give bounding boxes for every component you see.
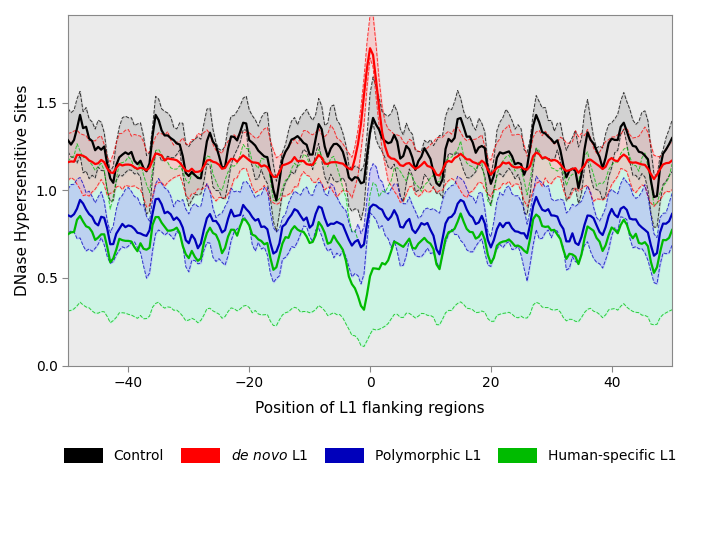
Y-axis label: DNase Hypersensitive Sites: DNase Hypersensitive Sites [15,85,30,296]
X-axis label: Position of L1 flanking regions: Position of L1 flanking regions [255,401,485,416]
Legend: Control, $\mathit{de\ novo}$ L1, Polymorphic L1, Human-specific L1: Control, $\mathit{de\ novo}$ L1, Polymor… [58,443,682,469]
